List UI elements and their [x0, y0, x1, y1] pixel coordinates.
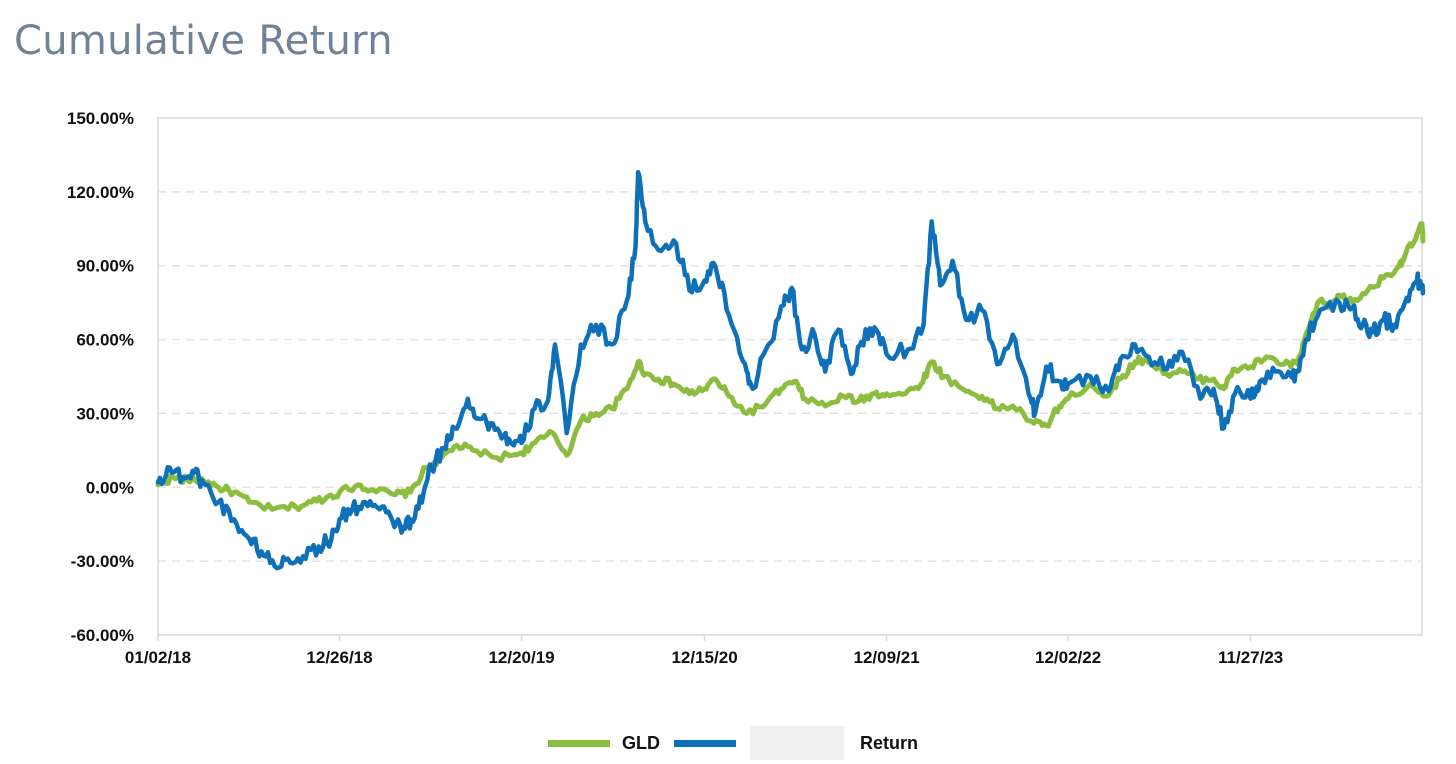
- legend-redacted-box: [750, 726, 844, 760]
- x-tick-label: 01/02/18: [125, 648, 191, 667]
- axis-layer: 150.00% 120.00% 90.00% 60.00% 30.00% 0.00% -30…: [67, 109, 1283, 667]
- y-tick-label: -30.00%: [71, 552, 134, 571]
- y-tick-label: 30.00%: [76, 404, 134, 423]
- y-tick-label: 150.00%: [67, 109, 134, 128]
- legend-swatch-return: [674, 739, 736, 747]
- legend-swatch-gld: [548, 739, 610, 747]
- y-tick-label: 0.00%: [86, 478, 134, 497]
- series-line-return: [155, 169, 1426, 571]
- series-layer: [155, 169, 1426, 571]
- x-tick-label: 12/20/19: [488, 648, 554, 667]
- x-tick-label: 12/15/20: [671, 648, 737, 667]
- y-tick-label: -60.00%: [71, 626, 134, 645]
- y-tick-label: 60.00%: [76, 331, 134, 350]
- legend-label-gld: GLD: [622, 732, 660, 753]
- chart-title: Cumulative Return: [14, 18, 393, 64]
- plot-frame: [157, 117, 1423, 636]
- legend-label-return: Return: [860, 732, 918, 753]
- x-tick-label: 12/26/18: [306, 648, 372, 667]
- series-line-gld: [155, 221, 1426, 513]
- y-tick-label: 120.00%: [67, 183, 134, 202]
- x-tick-label: 11/27/23: [1218, 648, 1283, 667]
- grid-layer: [157, 117, 1423, 636]
- chart-legend: GLD Return: [548, 726, 932, 760]
- x-tick-label: 12/09/21: [853, 648, 919, 667]
- y-tick-label: 90.00%: [76, 257, 134, 276]
- x-tick-label: 12/02/22: [1035, 648, 1101, 667]
